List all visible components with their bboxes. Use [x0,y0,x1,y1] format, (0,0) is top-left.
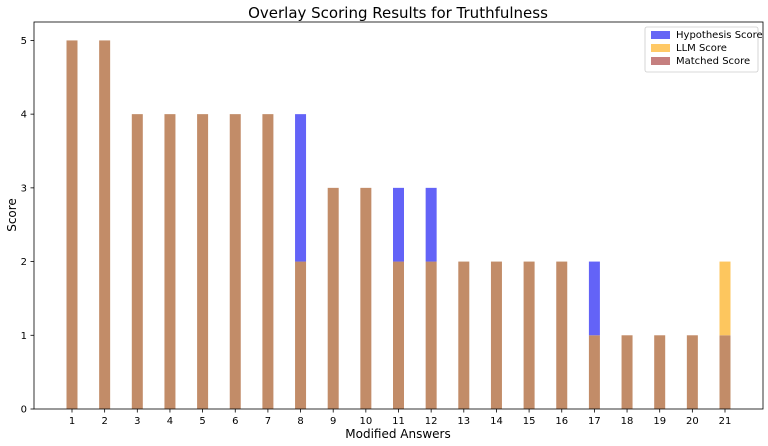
bar-matched [262,114,274,410]
bar-matched [425,261,437,409]
legend-label-hypothesis: Hypothesis Score [676,30,763,41]
bar-matched [360,187,372,409]
bar-hypothesis [393,187,404,262]
x-tick-label: 19 [653,416,666,427]
y-tick-label: 2 [21,257,27,268]
x-tick-label: 18 [621,416,634,427]
x-axis: 1 2 3 4 5 6 7 8 9 10 11 12 13 14 15 16 17 18 19 20 21 [69,409,732,427]
x-tick-label: 13 [457,416,470,427]
bar-hypothesis [588,261,600,336]
legend-swatch-llm [651,44,670,52]
bar-matched [523,261,535,409]
x-tick-label: 16 [555,416,568,427]
y-tick-label: 3 [21,183,27,194]
bar-hypothesis [425,187,437,262]
y-axis-title: Score [5,198,19,232]
x-tick-label: 17 [588,416,601,427]
x-tick-label: 4 [167,416,173,427]
bar-matched [327,187,339,409]
bar-matched [556,261,568,409]
bar-llm [719,261,731,336]
x-tick-label: 1 [69,416,75,427]
bar-matched [458,261,470,409]
bar-matched [66,40,78,410]
x-tick-label: 11 [392,416,405,427]
bar-matched [393,261,404,409]
bar-matched [654,335,666,409]
bar-matched [99,40,111,410]
legend-frame [644,26,759,73]
y-tick-label: 5 [21,36,27,47]
legend-label-llm: LLM Score [676,43,727,54]
bar-matched [621,335,633,409]
legend-swatch-matched [651,57,670,65]
legend-swatch-hypothesis [651,31,670,39]
x-axis-title: Modified Answers [345,427,450,441]
chart-title: Overlay Scoring Results for Truthfulness [248,4,548,22]
x-tick-label: 10 [359,416,372,427]
x-tick-label: 14 [490,416,503,427]
x-tick-label: 8 [297,416,303,427]
bar-matched [197,114,209,410]
x-tick-label: 21 [719,416,732,427]
legend: Hypothesis Score LLM Score Matched Score [644,26,763,73]
x-tick-label: 3 [134,416,140,427]
bars-layer [66,40,731,410]
x-tick-label: 20 [686,416,699,427]
bar-matched [229,114,241,410]
bar-matched [295,261,307,409]
bar-matched [686,335,698,409]
x-tick-label: 12 [425,416,438,427]
bar-matched [490,261,502,409]
x-tick-label: 6 [232,416,238,427]
bar-matched [131,114,143,410]
x-tick-label: 15 [523,416,536,427]
y-axis: 0 1 2 3 4 5 [21,36,34,416]
x-tick-label: 9 [330,416,336,427]
bar-matched [164,114,176,410]
y-tick-label: 1 [21,331,27,342]
x-tick-label: 7 [265,416,271,427]
bar-hypothesis [295,114,307,262]
legend-label-matched: Matched Score [676,56,750,67]
y-tick-label: 4 [21,110,27,121]
bar-matched [719,335,731,409]
x-tick-label: 2 [101,416,107,427]
y-tick-label: 0 [21,405,27,416]
x-tick-label: 5 [199,416,205,427]
bar-matched [588,335,600,409]
